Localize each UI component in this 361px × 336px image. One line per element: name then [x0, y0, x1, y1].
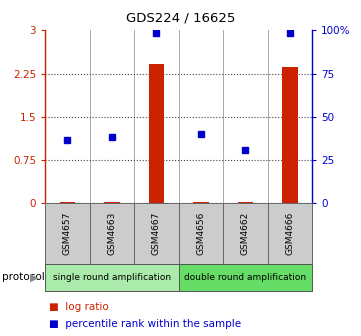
Bar — [223, 203, 268, 264]
Text: GSM4667: GSM4667 — [152, 212, 161, 255]
Text: ▶: ▶ — [30, 272, 39, 282]
Bar — [179, 264, 312, 291]
Bar — [45, 264, 179, 291]
Bar — [45, 203, 90, 264]
Text: ■  percentile rank within the sample: ■ percentile rank within the sample — [49, 319, 241, 329]
Text: GDS224 / 16625: GDS224 / 16625 — [126, 12, 235, 25]
Text: GSM4657: GSM4657 — [63, 212, 72, 255]
Text: single round amplification: single round amplification — [53, 273, 171, 282]
Bar — [104, 202, 120, 203]
Bar — [134, 203, 179, 264]
Bar — [268, 203, 312, 264]
Bar — [60, 202, 75, 203]
Bar — [282, 67, 298, 203]
Text: ■  log ratio: ■ log ratio — [49, 302, 109, 312]
Text: GSM4662: GSM4662 — [241, 212, 250, 255]
Bar — [90, 203, 134, 264]
Text: GSM4666: GSM4666 — [286, 212, 295, 255]
Text: GSM4656: GSM4656 — [196, 212, 205, 255]
Bar — [193, 202, 209, 203]
Text: double round amplification: double round amplification — [184, 273, 306, 282]
Bar — [238, 202, 253, 203]
Bar — [179, 203, 223, 264]
Text: GSM4663: GSM4663 — [108, 212, 116, 255]
Bar — [149, 64, 164, 203]
Text: protocol: protocol — [2, 272, 44, 282]
